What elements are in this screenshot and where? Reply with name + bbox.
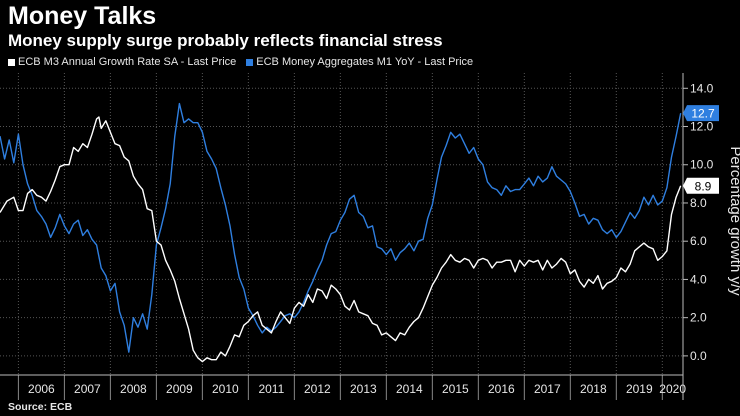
legend-label-m1: ECB Money Aggregates M1 YoY - Last Price	[256, 56, 474, 68]
chart-title: Money Talks	[8, 2, 157, 30]
x-tick-label: 2007	[74, 382, 101, 396]
y-tick-label: 4.0	[690, 272, 707, 286]
y-tick-label: 6.0	[690, 234, 707, 248]
x-tick-label: 2015	[442, 382, 469, 396]
x-tick-label: 2017	[534, 382, 561, 396]
source-note: Source: ECB	[8, 401, 73, 413]
legend-swatch-m1	[246, 58, 254, 66]
y-axis-title: Percentage growth y/y	[727, 146, 740, 296]
x-tick-label: 2016	[488, 382, 515, 396]
x-tick-label: 2011	[258, 382, 284, 396]
x-tick-label: 2019	[626, 382, 653, 396]
x-tick-label: 2008	[120, 382, 147, 396]
series-line-m3	[0, 116, 682, 363]
y-tick-label: 12.0	[690, 120, 714, 134]
y-tick-label: 10.0	[690, 158, 714, 172]
last-value-label-m3: 8.9	[695, 179, 712, 193]
x-tick-label: 2010	[212, 382, 239, 396]
last-value-badge-m3	[683, 177, 719, 194]
x-tick-label: 2006	[28, 382, 55, 396]
x-tick-label: 2014	[396, 382, 423, 396]
chart-subtitle: Money supply surge probably reflects fin…	[8, 31, 443, 50]
y-tick-label: 2.0	[690, 311, 707, 325]
legend-label-m3: ECB M3 Annual Growth Rate SA - Last Pric…	[18, 56, 237, 68]
y-tick-label: 8.0	[690, 196, 707, 210]
x-tick-label: 2013	[350, 382, 377, 396]
legend-item-m1: ECB Money Aggregates M1 YoY - Last Price	[246, 56, 473, 68]
y-tick-label: 0.0	[690, 349, 707, 363]
x-tick-label: 2012	[304, 382, 331, 396]
y-tick-label: 14.0	[690, 81, 714, 95]
x-tick-label: 2020	[659, 382, 686, 396]
last-value-badge-m1	[683, 105, 719, 122]
last-value-label-m1: 12.7	[691, 107, 715, 121]
x-tick-label: 2018	[580, 382, 607, 396]
legend-item-m3: ECB M3 Annual Growth Rate SA - Last Pric…	[8, 56, 236, 68]
x-tick-label: 2009	[166, 382, 193, 396]
legend-swatch-m3	[8, 58, 15, 66]
chart-legend: ECB M3 Annual Growth Rate SA - Last Pric…	[8, 56, 473, 68]
series-line-m1	[0, 102, 682, 353]
